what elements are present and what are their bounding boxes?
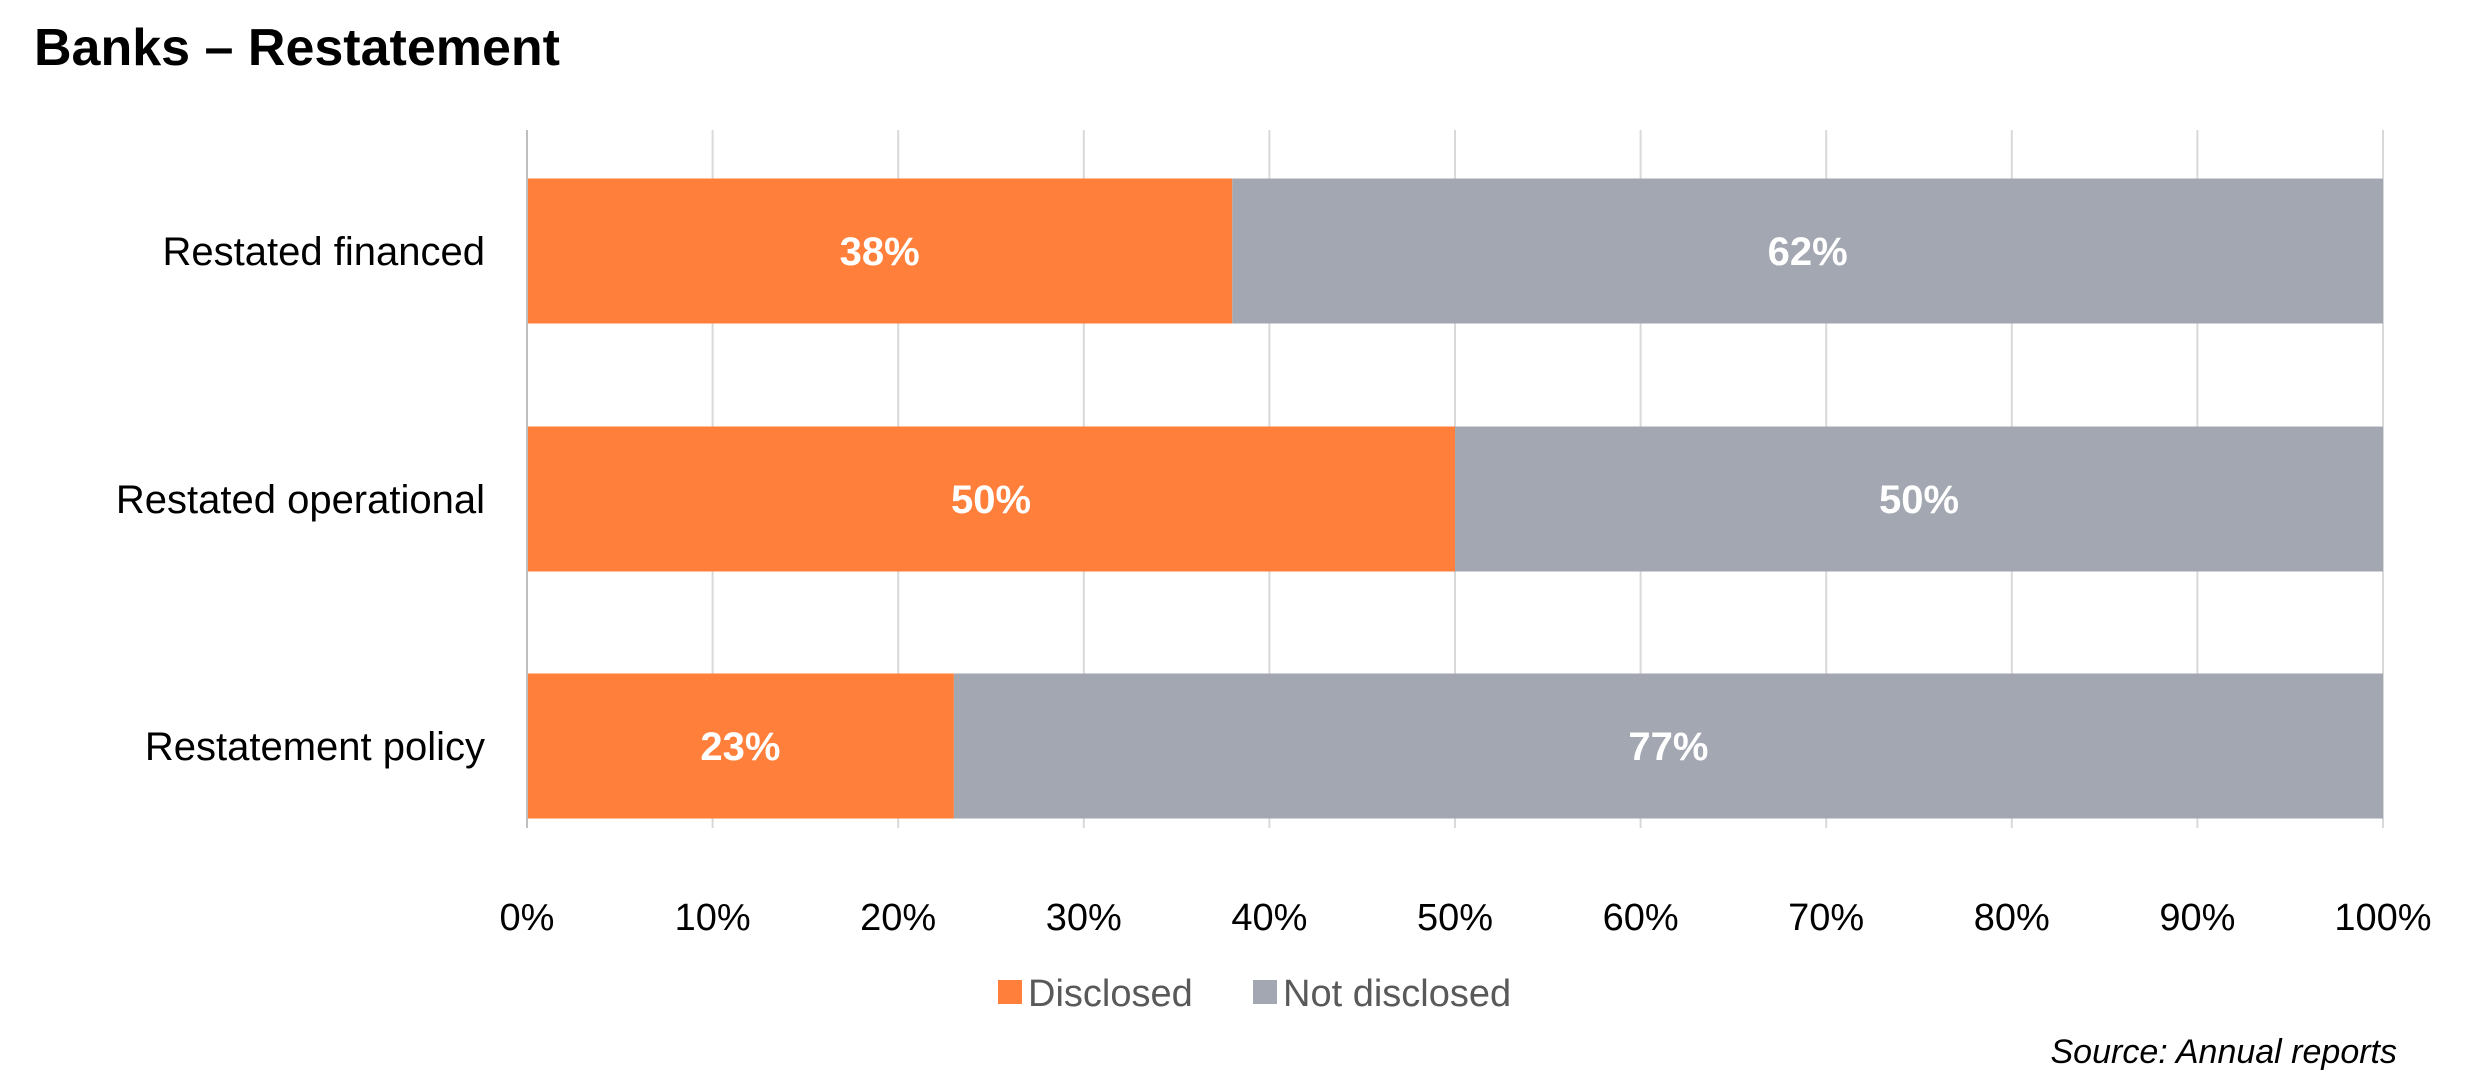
chart-title: Banks – Restatement (34, 19, 560, 77)
legend-swatch-disclosed (998, 980, 1022, 1004)
bars (527, 178, 2383, 819)
data-label-0-2: 23% (700, 725, 780, 769)
x-tick-label-4: 40% (1231, 897, 1307, 939)
axes: Restated financed Restated operational Res… (116, 130, 2432, 939)
source-note: Source: Annual reports (2050, 1033, 2398, 1071)
x-tick-label-2: 20% (860, 897, 936, 939)
data-label-1-0: 62% (1768, 230, 1848, 274)
category-label-0: Restated financed (163, 230, 485, 274)
x-tick-label-0: 0% (500, 897, 555, 939)
bar-disclosed-1 (527, 426, 1455, 572)
legend-swatch-not-disclosed (1253, 980, 1277, 1004)
data-label-1-1: 50% (1879, 478, 1959, 522)
category-label-1: Restated operational (116, 478, 485, 522)
x-tick-label-9: 90% (2159, 897, 2235, 939)
legend-label-not-disclosed: Not disclosed (1283, 973, 1511, 1015)
x-tick-label-5: 50% (1417, 897, 1493, 939)
data-label-0-1: 50% (951, 478, 1031, 522)
data-label-1-2: 77% (1628, 725, 1708, 769)
data-labels: 38% 62% 50% 50% 23% 77% (700, 230, 1959, 769)
bar-not-disclosed-0 (1232, 178, 2383, 324)
bar-not-disclosed-1 (1455, 426, 2383, 572)
x-tick-label-8: 80% (1974, 897, 2050, 939)
legend-label-disclosed: Disclosed (1028, 973, 1193, 1015)
x-tick-label-3: 30% (1046, 897, 1122, 939)
x-tick-label-10: 100% (2334, 897, 2431, 939)
bar-disclosed-0 (527, 178, 1233, 324)
data-label-0-0: 38% (840, 230, 920, 274)
bar-disclosed-2 (527, 673, 954, 819)
category-label-2: Restatement policy (145, 725, 485, 769)
x-tick-label-7: 70% (1788, 897, 1864, 939)
legend: Disclosed Not disclosed (998, 973, 1511, 1015)
x-tick-label-1: 10% (675, 897, 751, 939)
bar-not-disclosed-2 (953, 673, 2383, 819)
x-tick-label-6: 60% (1603, 897, 1679, 939)
